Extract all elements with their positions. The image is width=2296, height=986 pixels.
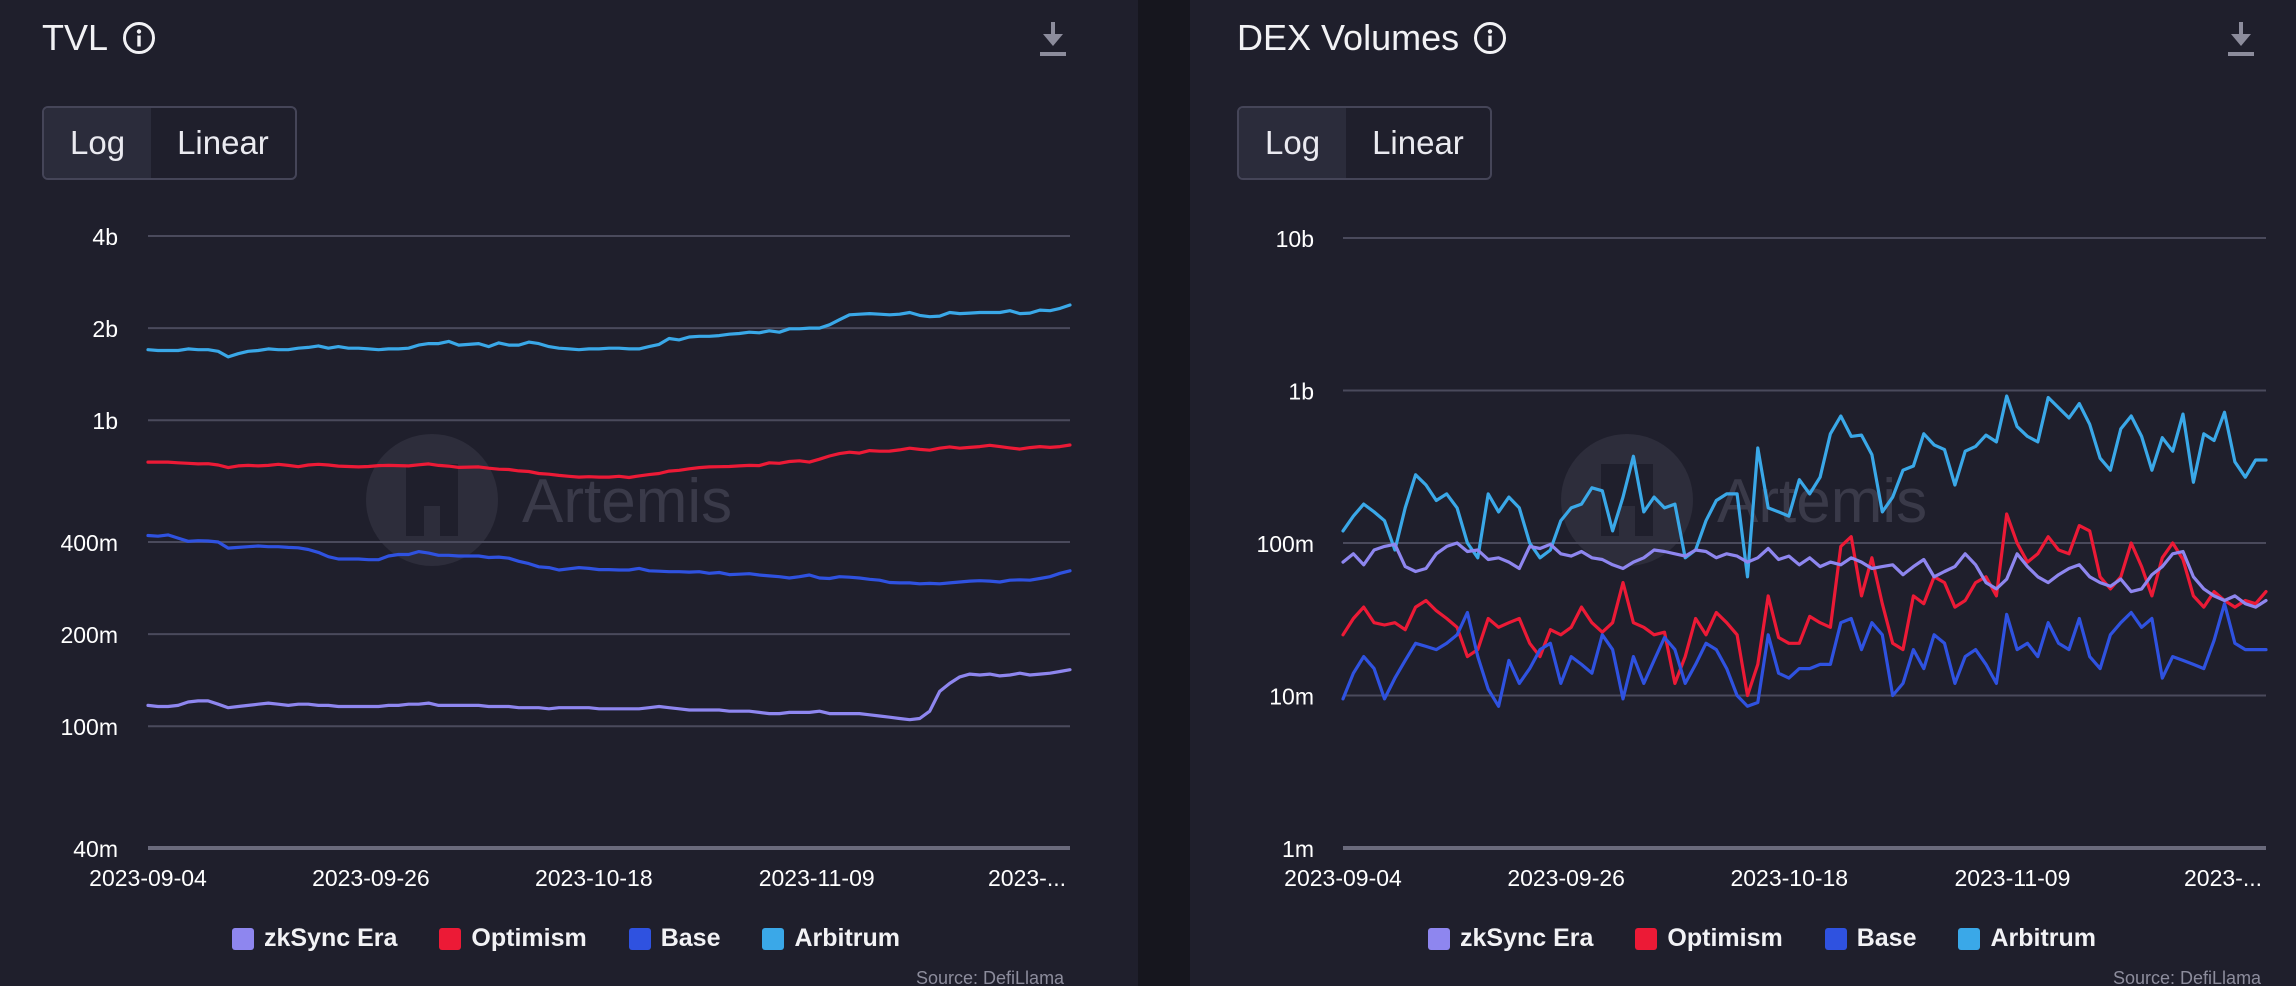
y-tick-label: 400m [60,530,118,556]
panel-title: DEX Volumes [1237,14,1507,62]
series-line-arbitrum[interactable] [1341,394,2268,579]
legend-label: zkSync Era [1460,924,1594,952]
legend-item-base[interactable]: Base [1824,924,1917,953]
legend-label: Arbitrum [1990,924,2097,952]
y-tick-label: 10m [1269,684,1314,710]
legend-swatch-base [628,927,651,950]
series-line-optimism[interactable] [146,443,1072,480]
legend-item-arbitrum[interactable]: Arbitrum [1958,924,2096,953]
legend-swatch-arbitrum [1958,927,1981,950]
scale-toggle: Log Linear [1237,106,1492,180]
legend-label: Base [1856,924,1917,952]
legend-item-optimism[interactable]: Optimism [1635,924,1783,953]
source-note: Source: DefiLlama [916,968,1065,986]
x-tick-label: 2023-09-04 [1284,865,1402,891]
download-icon[interactable] [1038,20,1068,58]
x-tick-label: 2023-09-26 [1507,865,1625,891]
legend-item-zksync[interactable]: zkSync Era [232,924,397,953]
y-tick-label: 100m [1256,531,1314,557]
legend-label: Optimism [1667,924,1783,952]
legend-label: zkSync Era [264,924,398,952]
legend-item-zksync[interactable]: zkSync Era [1428,924,1593,953]
series-line-arbitrum[interactable] [146,303,1072,359]
watermark-logo-mark [1601,464,1653,536]
legend-item-optimism[interactable]: Optimism [439,924,587,953]
tvl-panel: TVL Log Linear Artemis 40m 100m 200m 400m 1b 2… [0,0,1138,986]
dex-volumes-legend: zkSync Era Optimism Base Arbitrum [1428,924,2096,953]
x-tick-label: 2023-10-18 [1730,865,1848,891]
x-tick-label: 2023-11-09 [759,865,875,891]
tvl-chart: Artemis 40m 100m 200m 400m 1b 2b 4b 2023-09-04 20… [60,224,1072,891]
dex-volumes-panel: DEX Volumes Log Linear Artemis 1m 10m 100m 1… [1190,0,2296,986]
legend-swatch-arbitrum [762,927,785,950]
source-note: Source: DefiLlama [2113,968,2262,986]
log-toggle-button[interactable]: Log [1239,108,1347,178]
legend-item-base[interactable]: Base [628,924,721,953]
x-tick-label: 2023-10-18 [535,865,653,891]
x-tick-label: 2023-... [2184,865,2262,891]
linear-toggle-button[interactable]: Linear [1372,124,1464,161]
tvl-title: TVL [42,17,109,58]
dex-volumes-title: DEX Volumes [1237,17,1460,58]
log-toggle-button[interactable]: Log [44,108,152,178]
dex-volumes-chart: Artemis 1m 10m 100m 1b 10b 2023-09-04 2023-09-2… [1256,226,2268,891]
y-tick-label: 2b [92,316,118,342]
download-icon[interactable] [2226,20,2256,58]
series-line-zksync[interactable] [146,668,1072,722]
scale-toggle: Log Linear [42,106,297,180]
y-tick-label: 40m [73,836,118,862]
y-tick-label: 100m [60,714,118,740]
watermark-logo-mark [406,464,458,536]
y-tick-label: 4b [92,224,118,250]
x-tick-label: 2023-09-04 [89,865,207,891]
y-tick-label: 1b [1288,379,1314,405]
x-tick-label: 2023-... [988,865,1066,891]
legend-label: Arbitrum [794,924,901,952]
y-tick-label: 1m [1282,836,1314,862]
legend-item-arbitrum[interactable]: Arbitrum [762,924,900,953]
x-tick-label: 2023-11-09 [1954,865,2070,891]
y-tick-label: 200m [60,622,118,648]
watermark-text: Artemis [1717,467,1927,536]
legend-swatch-zksync [1428,927,1450,950]
legend-swatch-optimism [439,927,462,950]
x-tick-label: 2023-09-26 [312,865,430,891]
linear-toggle-button[interactable]: Linear [177,124,269,161]
legend-swatch-optimism [1635,927,1658,950]
info-icon[interactable] [1473,21,1507,55]
legend-label: Optimism [471,924,587,952]
info-icon[interactable] [122,21,156,55]
panel-title: TVL [42,14,156,62]
y-tick-label: 1b [92,408,118,434]
y-tick-label: 10b [1276,226,1314,252]
artemis-watermark: Artemis [366,434,732,566]
series-line-base[interactable] [1341,602,2268,708]
series-line-base[interactable] [146,533,1072,586]
series-line-zksync[interactable] [1341,541,2268,609]
legend-label: Base [660,924,721,952]
tvl-legend: zkSync Era Optimism Base Arbitrum [232,924,900,953]
legend-swatch-zksync [232,927,254,950]
legend-swatch-base [1824,927,1847,950]
